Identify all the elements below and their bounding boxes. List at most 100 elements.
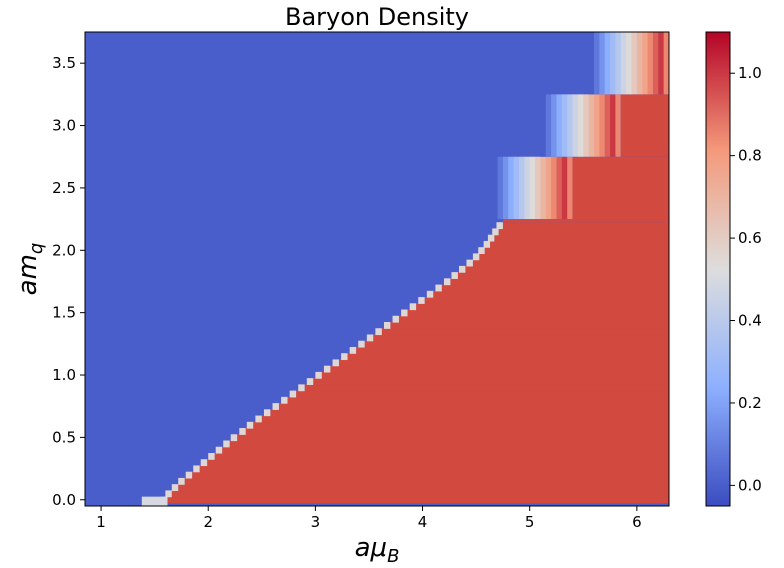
heatmap-cell xyxy=(593,94,600,157)
heatmap-cell xyxy=(620,32,627,95)
x-axis-label-main: aμ xyxy=(355,533,387,563)
y-tick-label: 1.0 xyxy=(52,366,76,384)
heatmap-row xyxy=(490,240,669,248)
y-tick-label: 3.0 xyxy=(52,117,76,135)
heatmap-transition-cell xyxy=(185,471,193,479)
heatmap-transition-cell xyxy=(289,390,297,398)
heatmap-cell xyxy=(604,94,611,157)
heatmap-cell xyxy=(610,94,616,157)
heatmap-transition-cell xyxy=(272,403,279,410)
heatmap-cell xyxy=(556,94,563,157)
heatmap-cell xyxy=(572,94,579,157)
heatmap-cell xyxy=(545,94,552,157)
x-tick-label: 2 xyxy=(203,513,213,531)
y-tick-label: 3.5 xyxy=(52,54,76,72)
heatmap-transition-cell xyxy=(349,346,357,354)
heatmap-row xyxy=(347,353,669,361)
colorbar-tick-label: 0.0 xyxy=(738,476,762,494)
heatmap-transition-cell xyxy=(401,309,408,317)
x-axis: 1 2 3 4 5 6 xyxy=(96,506,642,531)
heatmap-row xyxy=(457,272,669,279)
heatmap-transition-cell xyxy=(193,465,200,473)
heatmap-cell xyxy=(599,94,606,157)
heatmap-row xyxy=(167,496,669,504)
x-axis-label: aμB xyxy=(355,533,400,567)
heatmap-row xyxy=(304,384,669,392)
heatmap-transition-cell xyxy=(375,328,382,336)
plot-frame xyxy=(84,31,670,507)
heatmap-row xyxy=(330,365,669,373)
y-tick-label: 0.0 xyxy=(52,491,76,509)
heatmap-row xyxy=(237,434,669,442)
heatmap-row xyxy=(222,446,669,454)
heatmap-row xyxy=(498,228,669,236)
heatmap-row xyxy=(472,259,669,267)
heatmap-cell xyxy=(551,94,557,157)
heatmap-row xyxy=(502,219,669,223)
y-axis-label: amq xyxy=(13,243,47,296)
heatmap-row xyxy=(287,396,669,404)
heatmap-cell xyxy=(610,32,616,95)
chart-title: Baryon Density xyxy=(285,3,469,31)
heatmap-row xyxy=(296,390,669,398)
heatmap-row xyxy=(178,484,669,492)
heatmap-transition-cell xyxy=(281,396,288,404)
colorbar-tick-label: 1.0 xyxy=(738,64,762,82)
x-tick-label: 1 xyxy=(96,513,106,531)
heatmap-transition-cell xyxy=(223,440,230,448)
heatmap-row xyxy=(199,465,669,473)
heatmap-cell xyxy=(583,94,590,157)
heatmap-transition-cell xyxy=(341,353,348,361)
heatmap-transition-cell xyxy=(255,415,262,423)
heatmap-row xyxy=(364,340,669,348)
heatmap-transition-cell xyxy=(435,284,442,292)
heatmap-cell xyxy=(658,32,665,95)
heatmap-row xyxy=(192,471,669,479)
x-tick-label: 4 xyxy=(418,513,428,531)
heatmap-transition-cell xyxy=(141,496,168,506)
heatmap-row xyxy=(390,322,669,329)
heatmap-cell xyxy=(492,156,499,220)
heatmap-transition-cell xyxy=(458,265,466,273)
heatmap-cell xyxy=(604,32,611,95)
heatmap-transition-cell xyxy=(392,315,399,323)
heatmap-row xyxy=(253,421,669,429)
heatmap-transition-cell xyxy=(200,459,208,467)
heatmap-transition-cell xyxy=(263,409,271,417)
heatmap-cell xyxy=(631,32,638,95)
heatmap-row xyxy=(321,371,669,379)
heatmap-transition-cell xyxy=(239,428,246,435)
heatmap-cell xyxy=(567,156,573,220)
heatmap-cell xyxy=(508,156,515,220)
heatmap-transition-cell xyxy=(409,303,417,311)
heatmap-cell xyxy=(524,156,531,220)
heatmap-row xyxy=(373,334,669,342)
heatmap-cell xyxy=(588,94,595,157)
heatmap-row xyxy=(171,490,669,498)
heatmap-cell xyxy=(502,156,509,220)
heatmap-cell xyxy=(545,156,552,220)
x-axis-label-subscript: B xyxy=(387,546,399,567)
heatmap-transition-cell xyxy=(451,272,458,279)
y-tick-label: 2.0 xyxy=(52,241,76,259)
heatmap-row xyxy=(502,222,669,230)
heatmap-transition-cell xyxy=(230,434,238,442)
y-axis: 0.0 0.5 1.0 1.5 2.0 2.5 3.0 3.5 xyxy=(52,54,85,509)
heatmap-row xyxy=(270,409,669,417)
heatmap-cell xyxy=(642,32,649,95)
heatmap-cell xyxy=(561,94,568,157)
heatmap-row xyxy=(484,247,669,255)
heatmap-transition-cell xyxy=(492,228,499,236)
colorbar-tick-label: 0.8 xyxy=(738,147,762,165)
heatmap-cell xyxy=(647,32,654,95)
heatmap-transition-cell xyxy=(323,365,331,373)
colorbar-tick-label: 0.2 xyxy=(738,394,762,412)
heatmap-row xyxy=(441,284,669,292)
colorbar xyxy=(705,31,731,507)
heatmap-cell xyxy=(518,156,525,220)
heatmap-cell xyxy=(599,32,606,95)
heatmap-transition-cell xyxy=(165,490,172,498)
heatmap-cell xyxy=(497,156,504,220)
heatmap-cell xyxy=(551,156,557,220)
